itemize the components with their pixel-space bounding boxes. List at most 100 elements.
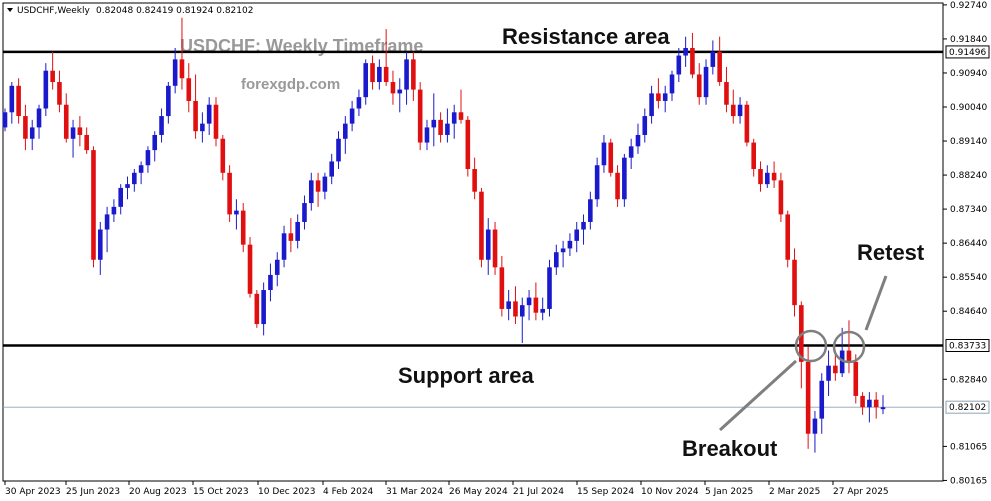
y-tick-label: 0.85540 [950, 273, 987, 283]
candle-body [390, 82, 396, 94]
candle-body [812, 418, 818, 434]
candle-body [615, 172, 620, 200]
candle-body [329, 161, 334, 177]
candle-body [268, 274, 273, 291]
candle-body [91, 150, 96, 260]
candle-body [472, 169, 477, 192]
candle-body [404, 59, 409, 90]
candle-body [152, 134, 158, 151]
candle-body [676, 55, 682, 75]
candle-body [880, 407, 886, 410]
x-tick-label: 15 Sep 2024 [577, 487, 634, 497]
candle-body [628, 146, 634, 158]
candle-body [492, 229, 498, 268]
candle-body [792, 259, 797, 306]
candle-body [465, 119, 471, 170]
candle-body [826, 365, 831, 381]
candle-body [485, 229, 491, 260]
candle-body [594, 165, 600, 200]
candle-body [445, 123, 450, 135]
menu-triangle-icon[interactable] [7, 8, 13, 12]
x-tick-label: 21 Jul 2024 [513, 487, 564, 497]
candle-body [683, 48, 688, 56]
x-tick-label: 30 Apr 2023 [5, 487, 61, 497]
candle-body [159, 116, 164, 135]
candle-body [9, 85, 15, 113]
candle-body [649, 93, 654, 117]
y-tick-label: 0.86440 [950, 239, 987, 249]
retest-label: Retest [857, 240, 925, 265]
candle-body [227, 172, 232, 215]
candle-body [377, 66, 382, 83]
candle-body [764, 172, 770, 185]
candle-body [50, 70, 55, 83]
x-tick-label: 2 Mar 2025 [769, 487, 820, 497]
candle-body [867, 399, 872, 408]
website-label: forexgdp.com [241, 76, 340, 93]
candle-body [383, 66, 389, 83]
candle-body [261, 290, 266, 325]
candle-body [138, 165, 144, 173]
candle-body [43, 70, 49, 109]
candle-body [247, 244, 253, 294]
candle-body [526, 297, 532, 306]
candle-body [479, 191, 484, 260]
support-price-tag [945, 339, 990, 353]
candle-body [554, 252, 559, 268]
current-price-tag [945, 400, 990, 414]
candle-body [206, 104, 212, 124]
candle-body [771, 172, 777, 181]
candle-body [499, 267, 505, 309]
candle-body [308, 180, 314, 204]
candle-body [315, 180, 321, 192]
candle-body [608, 142, 614, 173]
candle-body [703, 66, 709, 98]
x-tick-label: 27 Apr 2025 [833, 487, 889, 497]
candle-body [431, 119, 437, 128]
retest-pointer [864, 275, 888, 331]
candle-body [397, 89, 403, 94]
candle-body [506, 301, 511, 309]
candle-body [104, 214, 110, 230]
candle-body [744, 104, 750, 143]
candle-body [805, 361, 811, 434]
support-label: Support area [398, 363, 534, 388]
candle-body [574, 229, 580, 241]
candle-body [737, 104, 743, 117]
x-tick-label: 4 Feb 2024 [323, 487, 374, 497]
resistance-price-tag [945, 45, 990, 59]
candle-body [635, 134, 641, 147]
candle-body [111, 206, 117, 215]
candle-body [778, 180, 784, 215]
resistance-price-value: 0.91496 [949, 48, 986, 58]
candle-body [16, 85, 21, 117]
candle-body [724, 82, 729, 105]
candle-body [23, 116, 28, 139]
y-tick-label: 0.84640 [950, 307, 987, 317]
candles-group [2, 17, 886, 453]
resistance-label: Resistance area [502, 24, 670, 49]
current-price-value: 0.82102 [949, 403, 986, 413]
breakout-circle [794, 329, 828, 363]
candle-body [77, 127, 83, 135]
y-tick-label: 0.87340 [950, 205, 987, 215]
candle-body [200, 123, 205, 132]
candle-body [29, 127, 35, 139]
plot-frame [2, 2, 944, 482]
candle-body [438, 119, 443, 135]
candle-body [125, 184, 130, 188]
y-tick-label: 0.81065 [950, 442, 987, 452]
candle-body [642, 116, 648, 135]
x-tick-label: 25 Jun 2023 [66, 487, 120, 497]
y-tick-label: 0.91840 [950, 35, 987, 45]
y-tick-label: 0.88240 [950, 171, 987, 181]
candle-body [547, 267, 552, 309]
candle-body [696, 74, 702, 98]
candle-body [758, 169, 763, 185]
candle-body [424, 127, 430, 143]
y-tick-label: 0.90040 [950, 103, 987, 113]
candle-body [839, 350, 845, 374]
candle-body [751, 142, 756, 170]
candle-body [567, 240, 573, 249]
y-axis: 0.92740 0.91840 0.90940 0.90040 0.89140 0.882… [943, 1, 987, 486]
